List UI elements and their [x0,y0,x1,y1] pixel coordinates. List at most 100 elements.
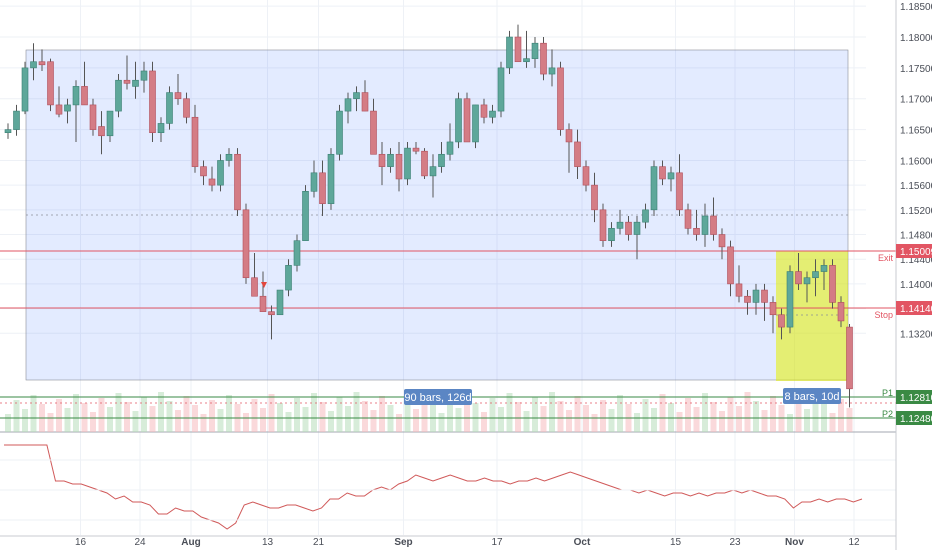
candle [837,296,845,328]
volume-bar [73,394,79,432]
range-label: 8 bars, 10d [783,388,841,404]
candle [370,98,377,155]
candle-body [769,302,777,316]
candle-body [642,209,649,223]
volume-bar [557,401,564,432]
candle-body [761,289,768,303]
candle [812,259,819,297]
volume-bar [115,393,122,432]
candle [752,283,760,315]
volume-bar [379,396,385,432]
candle-body [608,228,615,241]
candle [344,92,352,124]
candle [387,148,394,173]
volume-bar [676,412,683,432]
volume-bar [532,397,538,432]
candle-body [506,36,513,69]
candle [497,61,505,118]
candle [608,222,615,247]
candle [701,203,709,247]
candle-body [701,215,709,235]
volume-bar [566,410,572,432]
candle-body [514,36,522,63]
candle [4,123,12,139]
range-label-bg [783,388,841,404]
volume-bar [489,398,496,432]
candle [846,324,853,408]
candle-body [166,92,173,124]
candle [404,141,411,186]
volume-bar [226,395,232,432]
candle [803,271,811,303]
price-tick-label: 1.17500 [900,64,932,75]
volume-bar [795,400,802,432]
volume-bar [98,398,105,432]
candle-body [404,147,411,180]
volume-bar [64,408,71,432]
volume-bar [600,400,606,432]
candle-body [429,166,437,177]
candle-body [55,104,63,115]
volume-bar [591,414,598,432]
volume-bar [617,395,623,432]
candle-body [846,326,853,390]
candle [38,49,46,71]
candle-body [625,221,632,235]
candle [64,98,71,124]
candle [166,86,173,130]
level-price-bg [896,244,932,258]
candle-body [557,67,564,130]
volume-bar [294,398,300,432]
time-tick-label: Nov [785,537,804,548]
volume-bar [574,396,581,432]
volume-bar [5,414,11,432]
range-label-text: 90 bars, 126d [404,392,471,404]
volume-bar [311,393,317,432]
price-tick-label: 1.15600 [900,181,932,192]
volume-bar [651,408,657,432]
candle [633,216,641,260]
volume-bar [209,400,215,432]
level-price: 1.14140 [900,304,932,315]
volume-bar [506,393,513,432]
candle-body [395,153,403,180]
volume-bar [515,402,521,432]
time-axis[interactable]: 16 24 Aug 13 21 Sep 17 Oct 15 23 Nov 12 [0,535,896,548]
candle-body [412,147,420,152]
candle-body [242,209,250,279]
level-name: Stop [874,310,893,320]
volume-bar [540,406,547,432]
candle [523,30,530,68]
volume-bar [498,407,504,432]
candle [259,271,267,312]
level-price-bg [896,390,932,404]
candle-body [446,141,454,155]
candle-body [523,58,530,63]
price-tick-label: 1.13200 [900,329,932,340]
candle [514,24,522,63]
candle [761,283,768,321]
candle-body [829,265,836,303]
candle-body [718,234,726,248]
price-axis[interactable]: 1.18500 1.18000 1.17500 1.17000 1.16500 1.160… [895,0,932,550]
volume-bar [634,413,640,432]
candle-body [285,265,292,291]
candle [89,98,97,136]
candle-body [157,123,165,133]
candle-body [803,277,811,285]
candle-body [650,166,658,211]
candle [659,160,666,186]
candle [650,160,658,216]
volume-bar [260,408,266,432]
volume-bar [829,413,836,432]
candle [642,203,649,229]
volume-bar [727,397,734,432]
candle-body [820,265,828,272]
candle-body [812,271,819,279]
volume-bar [719,411,725,432]
candle [693,209,700,241]
volume-bar [175,410,181,432]
level-name: P1 [882,388,893,398]
